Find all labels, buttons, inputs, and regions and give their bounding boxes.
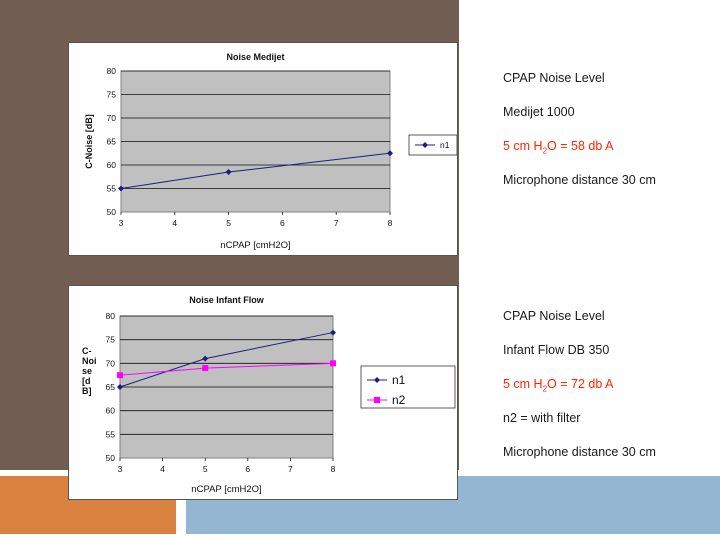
chart2-point-n1 — [202, 355, 209, 362]
chart1-point-n1 — [225, 169, 232, 176]
note2-level-pre: 5 cm H — [503, 377, 543, 391]
chart-infant-flow: 50 55 60 65 70 75 80 3 4 5 6 7 8 Noise Infant Flow nCP… — [68, 285, 458, 500]
chart-medijet: 50 55 60 65 70 75 80 3 4 5 6 7 8 Noise Medijet nCPAP [… — [68, 42, 458, 256]
note1-level-pre: 5 cm H — [503, 139, 543, 153]
chart1-xlabel: nCPAP [cmH2O] — [220, 240, 290, 251]
chart2-ylabel-line: Noi — [82, 356, 97, 366]
chart1-xtick-label: 7 — [334, 218, 339, 228]
chart2-legend-marker-n2 — [374, 397, 380, 403]
chart2-xtick-label: 8 — [331, 464, 336, 474]
chart1-ytick-label: 80 — [107, 66, 117, 76]
chart1-ytick-label: 50 — [107, 207, 117, 217]
note1-level: 5 cm H2O = 58 db A — [503, 139, 613, 156]
note2-title: CPAP Noise Level — [503, 309, 605, 323]
chart1-title: Noise Medijet — [226, 52, 284, 62]
chart2-ylabel-line: C- — [82, 346, 92, 356]
chart2-legend-label-n2: n2 — [392, 393, 406, 407]
chart1-xtick-label: 5 — [226, 218, 231, 228]
chart2-xtick-label: 7 — [288, 464, 293, 474]
chart2-legend-marker-n1 — [374, 377, 380, 383]
chart2-ytick-label: 55 — [106, 429, 116, 439]
chart1-xtick-label: 3 — [119, 218, 124, 228]
chart2-title: Noise Infant Flow — [189, 295, 265, 305]
chart2-point-n1 — [330, 329, 336, 336]
chart1-xtick-label: 4 — [172, 218, 177, 228]
chart1-ytick-label: 60 — [107, 160, 117, 170]
chart1-point-n1 — [118, 185, 124, 192]
note2-level-post: O = 72 db A — [547, 377, 614, 391]
chart1-legend-marker-n1 — [422, 142, 428, 148]
chart2-xtick-label: 6 — [245, 464, 250, 474]
chart2-ylabel-line: [d — [82, 376, 91, 386]
chart2-point-n2 — [117, 372, 123, 379]
chart1-ytick-label: 75 — [107, 90, 117, 100]
chart1-xtick-label: 6 — [280, 218, 285, 228]
note1-distance: Microphone distance 30 cm — [503, 173, 656, 187]
note2-distance: Microphone distance 30 cm — [503, 445, 656, 459]
chart-infant-flow-svg: 50 55 60 65 70 75 80 3 4 5 6 7 8 Noise Infant Flow nCP… — [82, 295, 456, 495]
chart1-point-n1 — [387, 150, 393, 157]
chart1-ytick-label: 55 — [107, 184, 117, 194]
note1-device: Medijet 1000 — [503, 105, 575, 119]
chart2-xtick-label: 4 — [160, 464, 165, 474]
chart1-ylabel: C-Noise [dB] — [84, 114, 94, 169]
chart2-ytick-label: 70 — [106, 358, 116, 368]
chart2-ylabel-line: se — [82, 366, 92, 376]
chart2-ytick-label: 65 — [106, 382, 116, 392]
chart2-point-n2 — [202, 365, 209, 372]
note1-level-sub: 2 — [542, 146, 548, 156]
chart2-legend-label-n1: n1 — [392, 373, 406, 387]
note1-level-post: O = 58 db A — [547, 139, 614, 153]
chart1-ytick-label: 70 — [107, 113, 117, 123]
chart2-ytick-label: 60 — [106, 406, 116, 416]
chart1-xtick-label: 8 — [388, 218, 393, 228]
chart2-xtick-label: 5 — [203, 464, 208, 474]
note2-level: 5 cm H2O = 72 db A — [503, 377, 613, 394]
chart2-ytick-label: 75 — [106, 335, 116, 345]
note1-title: CPAP Noise Level — [503, 71, 605, 85]
chart2-xtick-label: 3 — [118, 464, 123, 474]
chart2-ytick-label: 50 — [106, 453, 116, 463]
chart2-point-n1 — [117, 384, 123, 390]
chart2-xlabel: nCPAP [cmH2O] — [191, 484, 261, 495]
chart1-legend-label-n1: n1 — [440, 140, 450, 150]
note2-device: Infant Flow DB 350 — [503, 343, 610, 357]
note2-filter: n2 = with filter — [503, 411, 581, 425]
chart1-ytick-label: 65 — [107, 137, 117, 147]
notes-panel — [459, 0, 720, 470]
chart2-ylabel-line: B] — [82, 386, 92, 396]
chart2-point-n2 — [330, 360, 336, 367]
note2-level-sub: 2 — [542, 384, 548, 394]
chart-medijet-svg: 50 55 60 65 70 75 80 3 4 5 6 7 8 Noise Medijet nCPAP [… — [84, 52, 457, 251]
chart2-ytick-label: 80 — [106, 311, 116, 321]
